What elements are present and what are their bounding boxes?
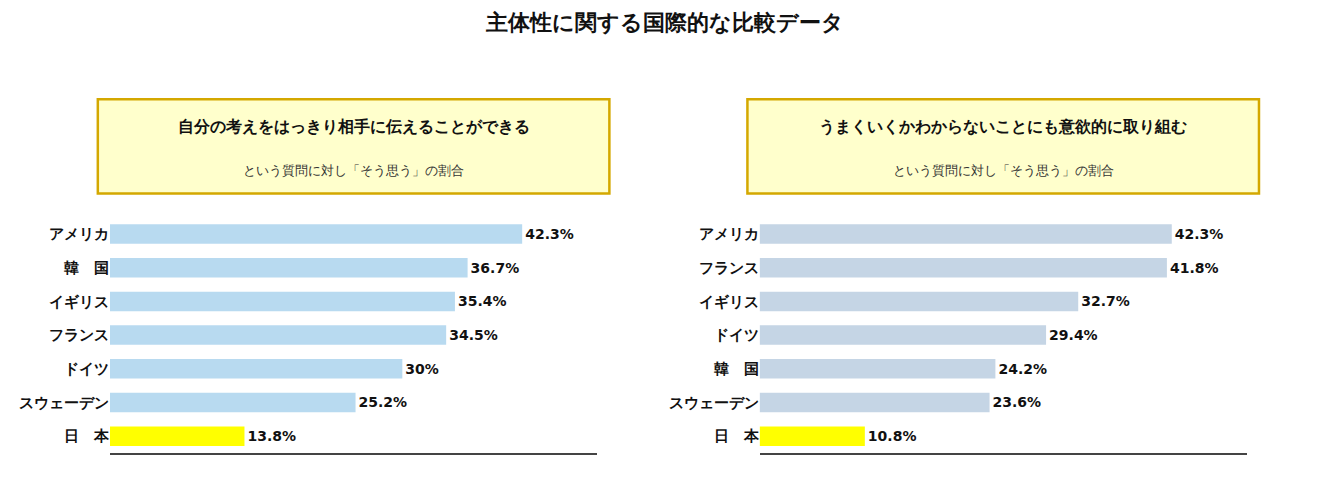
svg-text:42.3%: 42.3% [525, 226, 574, 242]
svg-text:という質問に対し「そう思う」の割合: という質問に対し「そう思う」の割合 [243, 163, 464, 178]
svg-text:主体性に関する国際的な比較データ: 主体性に関する国際的な比較データ [485, 10, 844, 35]
svg-text:ドイツ: ドイツ [714, 326, 759, 344]
svg-text:という質問に対し「そう思う」の割合: という質問に対し「そう思う」の割合 [893, 163, 1114, 178]
svg-text:13.8%: 13.8% [247, 428, 296, 444]
svg-text:23.6%: 23.6% [993, 394, 1042, 410]
svg-text:32.7%: 32.7% [1081, 293, 1130, 309]
svg-text:24.2%: 24.2% [998, 361, 1047, 377]
svg-text:自分の考えをはっきり相手に伝えることができる: 自分の考えをはっきり相手に伝えることができる [178, 117, 530, 136]
svg-text:36.7%: 36.7% [471, 260, 520, 276]
svg-text:韓 国: 韓 国 [64, 259, 109, 277]
svg-text:42.3%: 42.3% [1175, 226, 1224, 242]
svg-text:スウェーデン: スウェーデン [19, 394, 109, 412]
svg-text:30%: 30% [405, 361, 439, 377]
svg-text:35.4%: 35.4% [458, 293, 507, 309]
svg-text:フランス: フランス [49, 326, 109, 344]
svg-text:フランス: フランス [699, 259, 759, 277]
svg-text:29.4%: 29.4% [1049, 327, 1098, 343]
svg-text:日 本: 日 本 [64, 427, 110, 445]
svg-text:イギリス: イギリス [49, 293, 109, 311]
svg-text:うまくいくかわからないことにも意欲的に取り組む: うまくいくかわからないことにも意欲的に取り組む [819, 117, 1187, 136]
svg-text:イギリス: イギリス [699, 293, 759, 311]
svg-text:アメリカ: アメリカ [49, 225, 109, 243]
svg-text:41.8%: 41.8% [1170, 260, 1219, 276]
svg-text:日 本: 日 本 [714, 427, 760, 445]
svg-text:25.2%: 25.2% [359, 394, 408, 410]
svg-text:10.8%: 10.8% [868, 428, 917, 444]
svg-text:韓 国: 韓 国 [714, 360, 759, 378]
svg-text:34.5%: 34.5% [449, 327, 498, 343]
svg-text:ドイツ: ドイツ [64, 360, 109, 378]
svg-text:スウェーデン: スウェーデン [669, 394, 759, 412]
svg-text:アメリカ: アメリカ [699, 225, 759, 243]
